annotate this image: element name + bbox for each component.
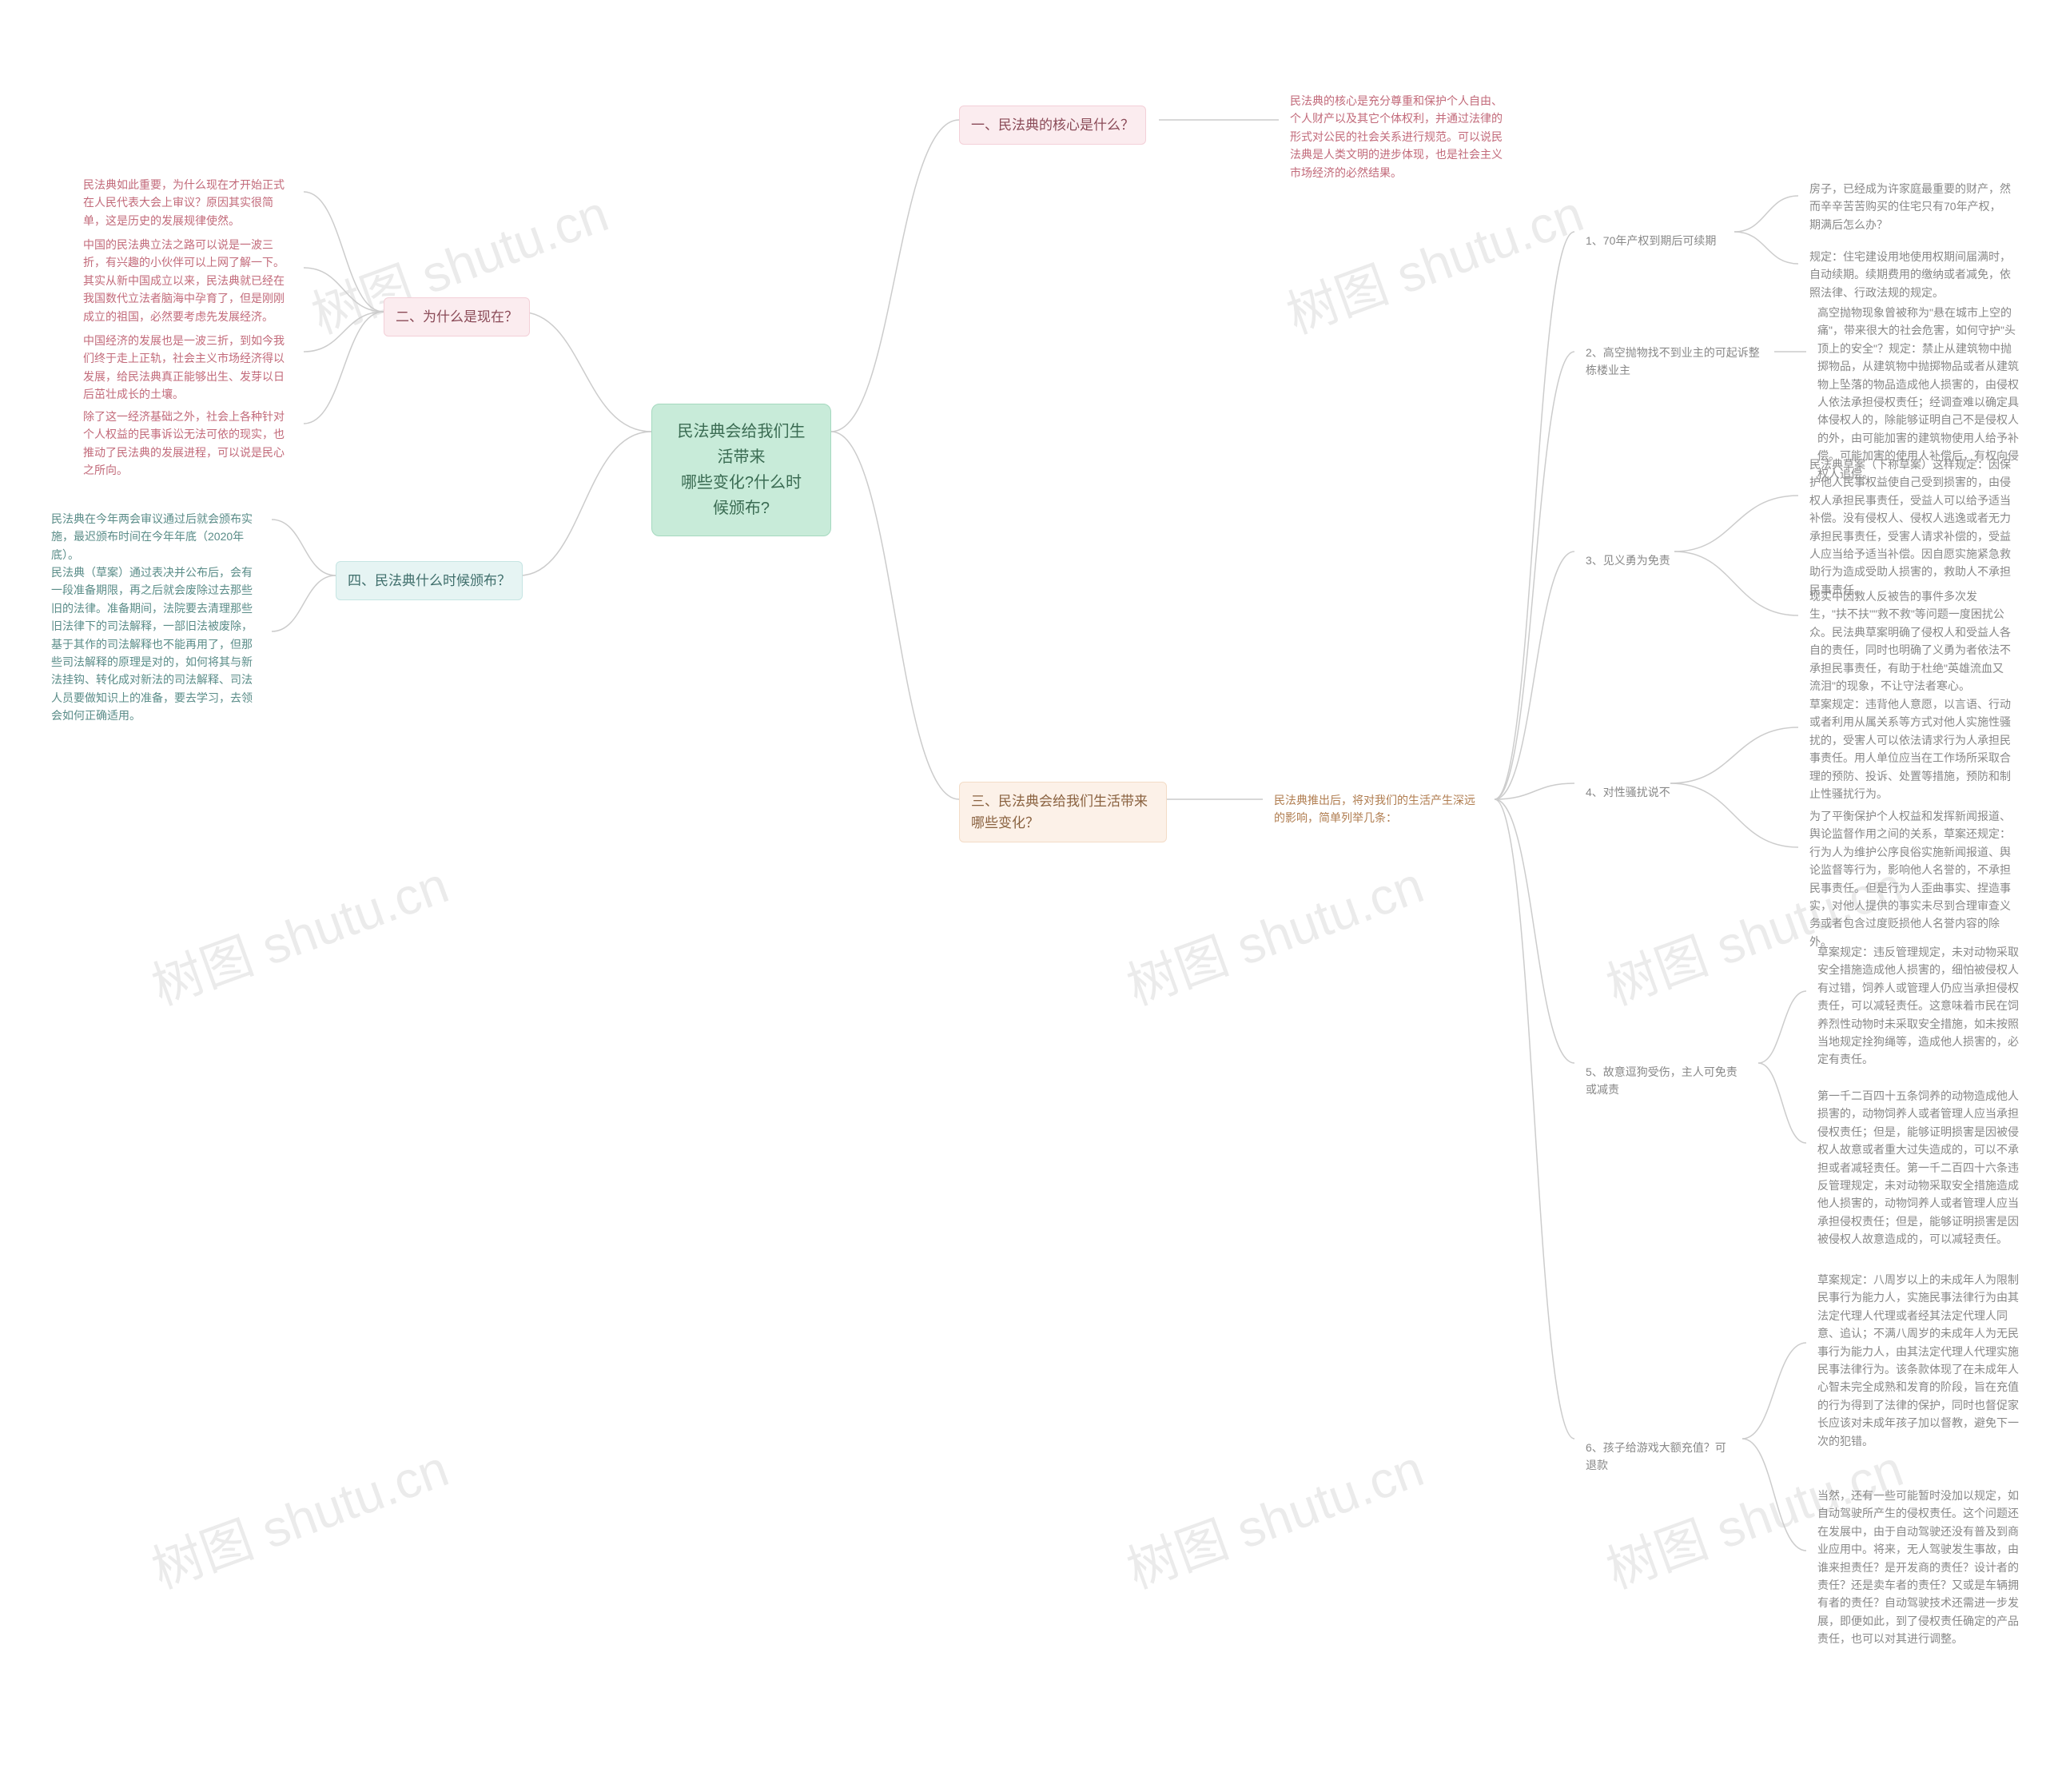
root-line2: 哪些变化?什么时候颁布? (681, 474, 802, 517)
branch-4-leaf-2: 民法典（草案）通过表决并公布后，会有一段准备期限，再之后就会废除过去那些旧的法律… (40, 556, 272, 733)
branch-2-leaf-2: 中国的民法典立法之路可以说是一波三折，有兴趣的小伙伴可以上网了解一下。其实从新中… (72, 228, 304, 333)
branch-2-title: 二、为什么是现在？ (396, 309, 518, 325)
branch-1-title: 一、民法典的核心是什么？ (971, 117, 1134, 133)
branch-4[interactable]: 四、民法典什么时候颁布？ (336, 561, 523, 600)
branch-3-item-3-leaf-2: 现实中因救人反被告的事件多次发生，"扶不扶""救不救"等问题一度困扰公众。民法典… (1798, 579, 2022, 703)
root-node[interactable]: 民法典会给我们生活带来 哪些变化?什么时候颁布? (651, 404, 831, 536)
branch-3-item-6-leaf-1: 草案规定：八周岁以上的未成年人为限制民事行为能力人，实施民事法律行为由其法定代理… (1806, 1263, 2030, 1458)
branch-4-title: 四、民法典什么时候颁布？ (348, 573, 511, 588)
branch-1-leaf: 民法典的核心是充分尊重和保护个人自由、个人财产以及其它个体权利，并通过法律的形式… (1279, 84, 1519, 189)
branch-3-item-5-leaf-1: 草案规定：违反管理规定，未对动物采取安全措施造成他人损害的，细怕被侵权人有过错，… (1806, 935, 2030, 1077)
branch-3-item-6-leaf-2: 当然，还有一些可能暂时没加以规定，如自动驾驶所产生的侵权责任。这个问题还在发展中… (1806, 1479, 2030, 1656)
watermark: 树图 shutu.cn (1116, 1428, 1432, 1603)
watermark: 树图 shutu.cn (1276, 173, 1592, 348)
branch-2-leaf-4: 除了这一经济基础之外，社会上各种针对个人权益的民事诉讼无法可依的现实，也推动了民… (72, 400, 304, 488)
branch-3-item-4-leaf-1: 草案规定：违背他人意愿，以言语、行动或者利用从属关系等方式对他人实施性骚扰的，受… (1798, 687, 2022, 810)
branch-2[interactable]: 二、为什么是现在？ (384, 297, 530, 336)
root-line1: 民法典会给我们生活带来 (678, 423, 806, 466)
branch-3-item-3: 3、见义勇为免责 (1574, 544, 1682, 577)
branch-3-title: 三、民法典会给我们生活带来哪些变化？ (971, 794, 1148, 830)
branch-3-item-4: 4、对性骚扰说不 (1574, 775, 1682, 809)
watermark: 树图 shutu.cn (141, 844, 457, 1019)
branch-3-item-2: 2、高空抛物找不到业主的可起诉整栋楼业主 (1574, 336, 1774, 388)
branch-3-item-6: 6、孩子给游戏大额充值？可退款 (1574, 1431, 1742, 1483)
branch-3-item-5: 5、故意逗狗受伤，主人可免责或减责 (1574, 1055, 1758, 1107)
branch-3-intro: 民法典推出后，将对我们的生活产生深远的影响，简单列举几条： (1263, 783, 1495, 835)
watermark: 树图 shutu.cn (1116, 844, 1432, 1019)
watermark: 树图 shutu.cn (141, 1428, 457, 1603)
branch-3-item-5-leaf-2: 第一千二百四十五条饲养的动物造成他人损害的，动物饲养人或者管理人应当承担侵权责任… (1806, 1079, 2030, 1256)
branch-1[interactable]: 一、民法典的核心是什么？ (959, 106, 1146, 145)
branch-3-item-1-leaf-1: 房子，已经成为许家庭最重要的财产，然而辛辛苦苦购买的住宅只有70年产权，期满后怎… (1798, 172, 2022, 241)
branch-3[interactable]: 三、民法典会给我们生活带来哪些变化？ (959, 782, 1167, 842)
branch-3-item-1: 1、70年产权到期后可续期 (1574, 224, 1727, 257)
branch-2-leaf-3: 中国经济的发展也是一波三折，到如今我们终于走上正轨，社会主义市场经济得以发展，给… (72, 324, 304, 412)
mindmap-connectors (0, 0, 2046, 1792)
